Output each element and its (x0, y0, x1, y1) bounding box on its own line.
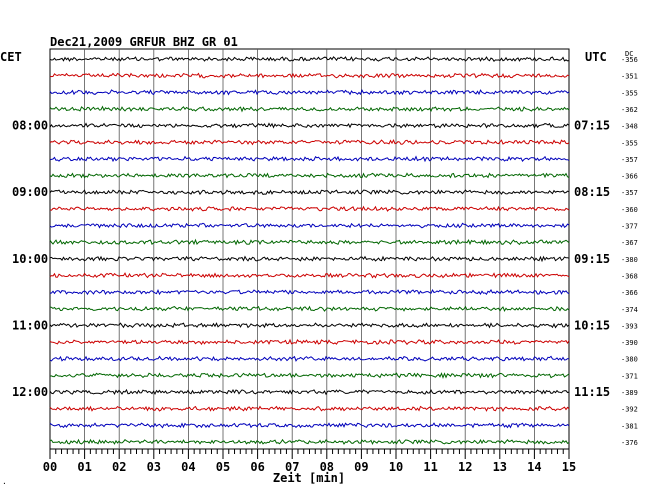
trace-line (49, 322, 570, 329)
trace-line (49, 122, 570, 129)
chart-title: Dec21,2009 GRFUR BHZ GR 01 (50, 35, 238, 49)
offset-label: -360 (621, 206, 638, 214)
trace-line (49, 305, 570, 313)
offset-label: -367 (621, 239, 638, 247)
trace-line (49, 338, 570, 346)
x-tick-label: 05 (216, 460, 230, 474)
offset-label: -357 (621, 189, 638, 197)
offset-label: -357 (621, 156, 638, 164)
x-tick-label: 02 (112, 460, 126, 474)
trace-line (49, 288, 570, 296)
offset-label: -368 (621, 272, 638, 280)
offset-label: -356 (621, 56, 638, 64)
trace-line (49, 255, 570, 263)
x-tick-label: 00 (43, 460, 57, 474)
right-hour-label: 10:15 (574, 318, 610, 332)
offset-label: -362 (621, 106, 638, 114)
x-tick-label: 09 (354, 460, 368, 474)
plot-grid (49, 48, 570, 450)
x-tick-label: 10 (389, 460, 403, 474)
trace-line (49, 372, 570, 380)
offset-label: -366 (621, 173, 638, 181)
right-hour-label: 11:15 (574, 385, 610, 399)
trace-line (49, 222, 570, 229)
x-tick-label: 08 (320, 460, 334, 474)
offset-label: -351 (621, 73, 638, 81)
trace-line (49, 189, 570, 196)
left-hour-label: 09:00 (12, 185, 48, 199)
left-hour-label: 12:00 (12, 385, 48, 399)
left-hour-labels: 08:00 09:00 10:00 11:00 12:00 (12, 119, 48, 399)
x-axis-label: Zeit [min] (273, 471, 345, 485)
offset-label: -393 (621, 322, 638, 330)
offset-label: -389 (621, 389, 638, 397)
trace-line (49, 89, 570, 96)
trace-line (49, 56, 570, 62)
offset-label: -392 (621, 406, 638, 414)
offset-label: -380 (621, 356, 638, 364)
offset-labels: -356 -351 -355 -362 -348 -355 -357 -366 -357 -360… (621, 56, 638, 447)
trace-line (49, 388, 570, 396)
x-tick-label: 13 (493, 460, 507, 474)
x-tick-label: 04 (181, 460, 195, 474)
offset-label: -366 (621, 289, 638, 297)
right-hour-label: 09:15 (574, 252, 610, 266)
trace-line (49, 172, 570, 179)
x-axis: 00 01 02 03 04 05 06 07 08 09 10 11 12 13 14 15 (43, 449, 576, 474)
trace-line (49, 238, 570, 246)
x-tick-label: 03 (147, 460, 161, 474)
trace-line (49, 405, 570, 412)
offset-label: -355 (621, 139, 638, 147)
offset-label: -376 (621, 439, 638, 447)
trace-line (49, 272, 570, 279)
offset-label: -371 (621, 372, 638, 380)
offset-label: -355 (621, 89, 638, 97)
left-hour-label: 10:00 (12, 252, 48, 266)
right-hour-label: 07:15 (574, 119, 610, 133)
offset-label: -380 (621, 256, 638, 264)
right-hour-labels: 07:15 08:15 09:15 10:15 11:15 (574, 119, 610, 399)
x-tick-label: 01 (77, 460, 91, 474)
x-tick-label: 06 (250, 460, 264, 474)
left-hour-label: 08:00 (12, 119, 48, 133)
offset-label: -374 (621, 306, 638, 314)
x-tick-label: 14 (527, 460, 541, 474)
trace-line (49, 155, 570, 163)
trace-line (49, 422, 570, 429)
trace-line (49, 72, 570, 79)
offset-label: -377 (621, 223, 638, 231)
right-hour-label: 08:15 (574, 185, 610, 199)
left-axis-label: CET (0, 50, 22, 64)
left-hour-label: 11:00 (12, 318, 48, 332)
offset-label: -390 (621, 339, 638, 347)
trace-lines (49, 56, 570, 445)
trace-line (49, 438, 570, 445)
trace-line (49, 139, 570, 146)
corner-mark: . (2, 477, 7, 486)
offset-header: DC (625, 50, 633, 58)
offset-label: -381 (621, 422, 638, 430)
x-tick-label: 07 (285, 460, 299, 474)
trace-line (49, 205, 570, 212)
trace-line (49, 105, 570, 113)
trace-line (49, 355, 570, 362)
offset-label: -348 (621, 123, 638, 131)
x-tick-label: 11 (423, 460, 437, 474)
right-axis-label: UTC (585, 50, 607, 64)
x-tick-label: 12 (458, 460, 472, 474)
x-tick-label: 15 (562, 460, 576, 474)
